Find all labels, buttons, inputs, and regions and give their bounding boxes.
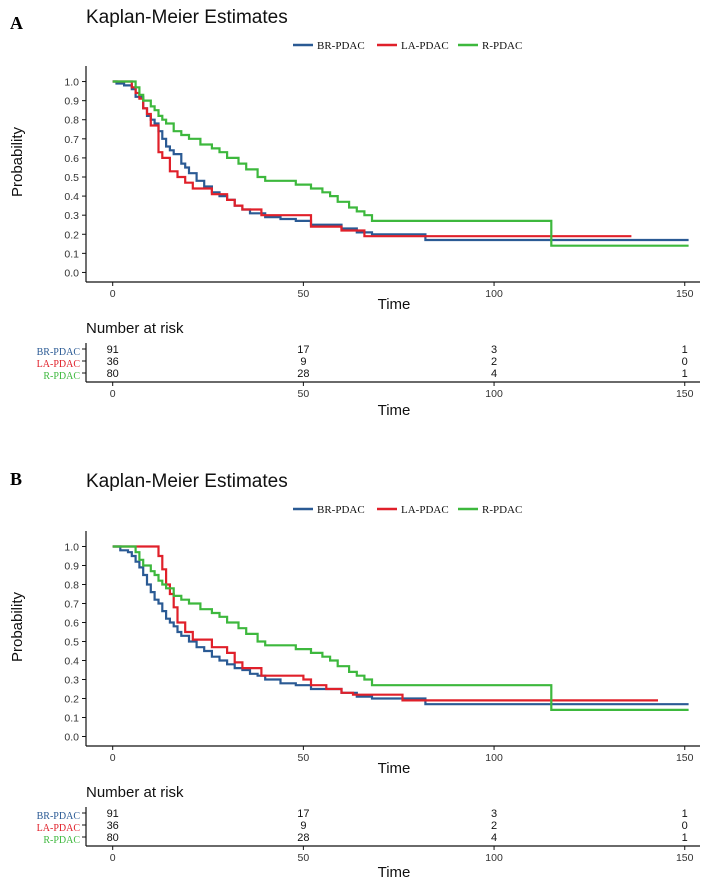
y-tick-label: 0.7 bbox=[64, 599, 79, 611]
risk-row-label-la-pdac: LA-PDAC bbox=[37, 823, 81, 834]
x-tick-label: 150 bbox=[676, 288, 694, 300]
x-axis-label: Time bbox=[378, 296, 411, 313]
risk-count-r-pdac: 80 bbox=[107, 368, 119, 380]
legend-label-la-pdac: LA-PDAC bbox=[401, 40, 449, 52]
y-tick-label: 0.2 bbox=[64, 229, 79, 241]
risk-count-r-pdac: 1 bbox=[682, 832, 688, 844]
risk-count-la-pdac: 2 bbox=[491, 820, 497, 832]
risk-count-la-pdac: 2 bbox=[491, 356, 497, 368]
risk-row-label-la-pdac: LA-PDAC bbox=[37, 359, 81, 370]
y-tick-label: 0.9 bbox=[64, 96, 79, 108]
y-tick-label: 0.6 bbox=[64, 618, 79, 630]
risk-x-tick-label: 150 bbox=[676, 388, 694, 400]
risk-row-label-br-pdac: BR-PDAC bbox=[37, 347, 81, 358]
legend-label-r-pdac: R-PDAC bbox=[482, 504, 522, 516]
legend: BR-PDAC LA-PDAC R-PDAC bbox=[293, 504, 522, 516]
panel-a: A Kaplan-Meier Estimates BR-PDAC LA-PDAC… bbox=[9, 7, 700, 419]
legend-label-br-pdac: BR-PDAC bbox=[317, 504, 365, 516]
x-tick-label: 0 bbox=[110, 288, 116, 300]
y-tick-label: 1.0 bbox=[64, 542, 79, 554]
x-tick-label: 150 bbox=[676, 752, 694, 764]
risk-x-tick-label: 0 bbox=[110, 852, 116, 864]
risk-x-tick-label: 0 bbox=[110, 388, 116, 400]
x-tick-label: 0 bbox=[110, 752, 116, 764]
y-tick-label: 0.5 bbox=[64, 172, 79, 184]
risk-x-axis-label: Time bbox=[378, 864, 411, 881]
panel-b: B Kaplan-Meier Estimates BR-PDAC LA-PDAC… bbox=[9, 469, 700, 881]
y-tick-label: 0.4 bbox=[64, 656, 79, 668]
x-tick-label: 50 bbox=[298, 752, 310, 764]
y-tick-label: 0.8 bbox=[64, 580, 79, 592]
risk-count-la-pdac: 9 bbox=[300, 820, 306, 832]
risk-row-label-r-pdac: R-PDAC bbox=[43, 371, 80, 382]
panel-label: B bbox=[10, 469, 22, 489]
risk-x-axis-label: Time bbox=[378, 402, 411, 419]
risk-count-r-pdac: 4 bbox=[491, 368, 497, 380]
risk-count-r-pdac: 28 bbox=[297, 832, 309, 844]
y-tick-label: 0.3 bbox=[64, 675, 79, 687]
risk-count-r-pdac: 4 bbox=[491, 832, 497, 844]
km-curve-la-pdac bbox=[112, 545, 658, 702]
risk-count-la-pdac: 9 bbox=[300, 356, 306, 368]
risk-table-title: Number at risk bbox=[86, 320, 184, 337]
risk-x-tick-label: 100 bbox=[485, 852, 503, 864]
x-axis-label: Time bbox=[378, 760, 411, 777]
km-curve-br-pdac bbox=[112, 545, 689, 706]
risk-count-la-pdac: 36 bbox=[107, 356, 119, 368]
y-tick-label: 0.0 bbox=[64, 732, 79, 744]
x-tick-label: 100 bbox=[485, 288, 503, 300]
risk-count-br-pdac: 91 bbox=[107, 808, 119, 820]
risk-x-tick-label: 150 bbox=[676, 852, 694, 864]
y-tick-label: 0.2 bbox=[64, 694, 79, 706]
km-curve-br-pdac bbox=[112, 80, 689, 242]
y-tick-label: 0.3 bbox=[64, 210, 79, 222]
legend-label-r-pdac: R-PDAC bbox=[482, 40, 522, 52]
risk-count-br-pdac: 1 bbox=[682, 808, 688, 820]
y-tick-label: 0.6 bbox=[64, 153, 79, 165]
chart-title: Kaplan-Meier Estimates bbox=[86, 7, 288, 28]
y-tick-label: 0.9 bbox=[64, 561, 79, 573]
risk-count-br-pdac: 3 bbox=[491, 808, 497, 820]
x-tick-label: 50 bbox=[298, 288, 310, 300]
x-tick-label: 100 bbox=[485, 752, 503, 764]
km-curve-la-pdac bbox=[112, 80, 632, 238]
risk-count-br-pdac: 3 bbox=[491, 344, 497, 356]
legend-label-br-pdac: BR-PDAC bbox=[317, 40, 365, 52]
legend-label-la-pdac: LA-PDAC bbox=[401, 504, 449, 516]
panel-label: A bbox=[10, 13, 23, 33]
risk-x-tick-label: 50 bbox=[298, 852, 310, 864]
km-curve-r-pdac bbox=[112, 545, 689, 711]
y-tick-label: 0.1 bbox=[64, 713, 79, 725]
y-tick-label: 0.0 bbox=[64, 267, 79, 279]
y-tick-label: 1.0 bbox=[64, 77, 79, 89]
y-axis-label: Probability bbox=[9, 591, 26, 662]
risk-count-la-pdac: 0 bbox=[682, 820, 688, 832]
risk-count-r-pdac: 80 bbox=[107, 832, 119, 844]
y-tick-label: 0.8 bbox=[64, 115, 79, 127]
risk-count-br-pdac: 91 bbox=[107, 344, 119, 356]
risk-count-br-pdac: 17 bbox=[297, 344, 309, 356]
risk-table-title: Number at risk bbox=[86, 784, 184, 801]
risk-count-r-pdac: 28 bbox=[297, 368, 309, 380]
risk-count-la-pdac: 0 bbox=[682, 356, 688, 368]
chart-title: Kaplan-Meier Estimates bbox=[86, 471, 288, 492]
y-tick-label: 0.7 bbox=[64, 134, 79, 146]
y-tick-label: 0.5 bbox=[64, 637, 79, 649]
y-tick-label: 0.1 bbox=[64, 248, 79, 260]
risk-row-label-r-pdac: R-PDAC bbox=[43, 835, 80, 846]
risk-count-r-pdac: 1 bbox=[682, 368, 688, 380]
y-axis-label: Probability bbox=[9, 126, 26, 197]
risk-count-la-pdac: 36 bbox=[107, 820, 119, 832]
risk-x-tick-label: 50 bbox=[298, 388, 310, 400]
risk-row-label-br-pdac: BR-PDAC bbox=[37, 811, 81, 822]
y-tick-label: 0.4 bbox=[64, 191, 79, 203]
risk-x-tick-label: 100 bbox=[485, 388, 503, 400]
km-curve-r-pdac bbox=[112, 80, 689, 247]
legend: BR-PDAC LA-PDAC R-PDAC bbox=[293, 40, 522, 52]
risk-count-br-pdac: 17 bbox=[297, 808, 309, 820]
risk-count-br-pdac: 1 bbox=[682, 344, 688, 356]
